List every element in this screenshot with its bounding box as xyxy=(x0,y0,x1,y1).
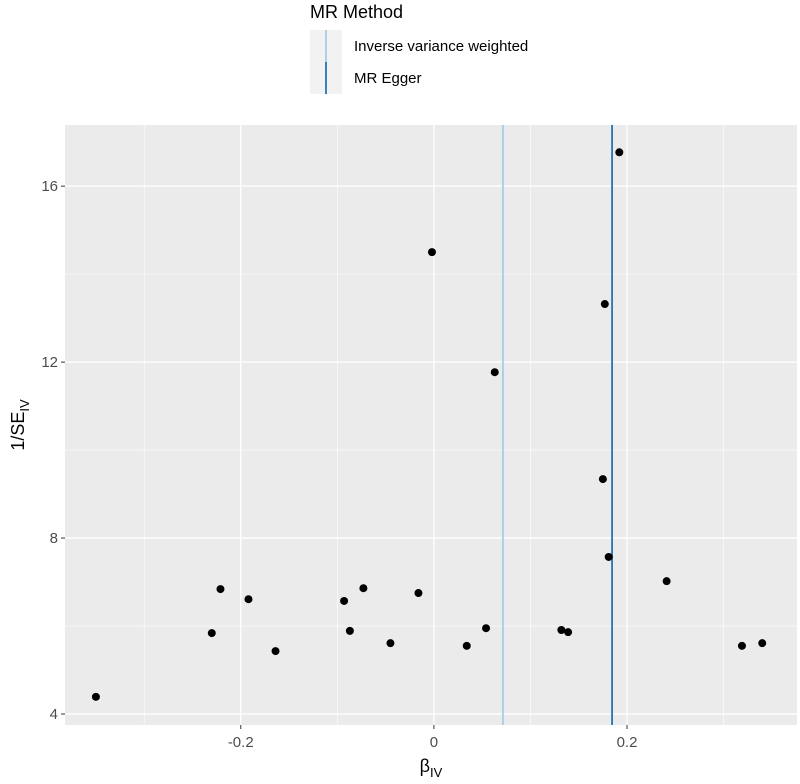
point xyxy=(216,585,225,594)
legend-label: MR Egger xyxy=(354,70,422,87)
y-tick-label: 16 xyxy=(41,178,58,195)
point xyxy=(244,595,253,604)
point xyxy=(340,596,349,605)
point xyxy=(386,639,395,648)
x-axis-label: βIV xyxy=(420,756,443,779)
x-tick-label: 0 xyxy=(430,734,438,751)
point xyxy=(758,639,767,648)
x-tick-label: 0.2 xyxy=(617,734,638,751)
point xyxy=(615,148,624,157)
point xyxy=(490,368,499,377)
x-axis-label-sub: IV xyxy=(430,765,443,779)
legend-title: MR Method xyxy=(310,2,403,22)
point xyxy=(427,248,436,257)
point xyxy=(359,584,368,593)
legend-label: Inverse variance weighted xyxy=(354,38,528,55)
point xyxy=(482,624,491,633)
point xyxy=(662,577,671,586)
y-axis-label-main: 1/SE xyxy=(8,412,28,451)
point xyxy=(604,552,613,561)
x-tick-label: -0.2 xyxy=(228,734,254,751)
panel-background xyxy=(65,125,797,725)
point xyxy=(557,625,566,634)
plot-panel xyxy=(65,125,797,725)
point xyxy=(737,641,746,650)
y-tick-label: 4 xyxy=(50,706,58,723)
point xyxy=(564,628,573,637)
y-tick-label: 8 xyxy=(50,530,58,547)
y-axis-label: 1/SEIV xyxy=(8,399,32,451)
point xyxy=(207,629,216,638)
point xyxy=(345,626,354,635)
y-tick-label: 12 xyxy=(41,354,58,371)
y-axis-label-sub: IV xyxy=(17,399,32,412)
x-axis-label-main: β xyxy=(420,756,430,776)
point xyxy=(600,300,609,309)
point xyxy=(414,589,423,598)
point xyxy=(91,692,100,701)
point xyxy=(462,641,471,650)
point xyxy=(598,475,607,484)
point xyxy=(271,647,280,656)
